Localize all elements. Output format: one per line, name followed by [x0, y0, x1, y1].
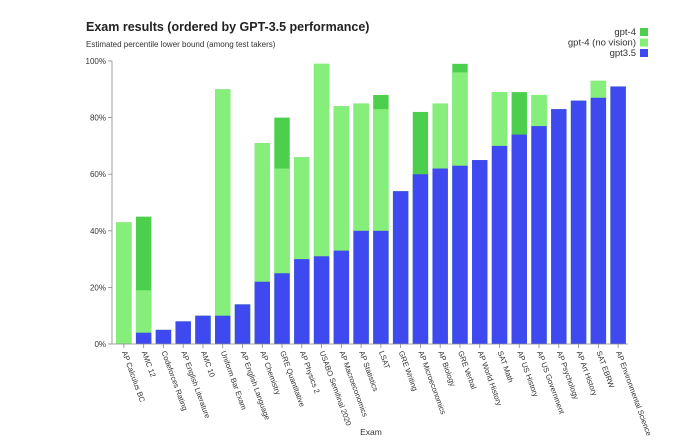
bar-gpt3-5-ap-statistics	[353, 230, 369, 344]
y-tick-label: 60%	[90, 170, 106, 179]
bar-group-ap-art-history	[570, 100, 587, 345]
legend-label-gpt3-5: gpt3.5	[610, 48, 636, 59]
bar-group-codeforces-rating	[155, 329, 172, 344]
bar-gpt3-5-ap-us-history	[511, 134, 527, 344]
bar-group-ap-biology	[432, 103, 448, 344]
legend-swatch-gpt3-5	[640, 49, 648, 57]
bar-gpt3-5-ap-art-history	[570, 100, 587, 345]
bar-group-ap-us-government	[531, 94, 547, 345]
bar-group-ap-calculus-bc	[116, 222, 132, 344]
bar-group-ap-psychology	[551, 109, 567, 344]
bar-group-usabo-semifinal-2020	[313, 63, 330, 345]
bar-gpt3-5-gre-verbal	[452, 165, 468, 344]
x-tick-label: LSAT	[377, 350, 392, 371]
bar-group-ap-environmental-science	[610, 86, 626, 344]
bar-group-sat-math	[491, 92, 508, 344]
x-tick-label: AP Environmental Science	[614, 350, 653, 437]
bar-group-gre-writing	[392, 191, 409, 344]
x-tick-label: SAT Math	[496, 350, 516, 384]
bar-group-ap-macroeconomics	[333, 106, 350, 344]
bar-gpt3-5-ap-environmental-science	[610, 86, 626, 344]
bar-group-lsat	[373, 94, 389, 345]
x-axis-title: Exam	[360, 427, 382, 437]
bar-gpt3-5-gre-quantitative	[274, 273, 290, 344]
bar-group-ap-us-history	[511, 92, 527, 344]
bar-gpt3-5-ap-chemistry	[254, 281, 270, 344]
bar-gpt3-5-ap-english-language	[234, 304, 251, 344]
bar-gpt3-5-usabo-semifinal-2020	[313, 256, 330, 344]
bar-gpt3-5-ap-physics-2	[294, 259, 310, 344]
bar-gpt3-5-lsat	[373, 230, 389, 344]
bar-group-sat-ebrw	[590, 80, 607, 344]
bar-group-ap-physics-2	[294, 157, 310, 344]
y-tick-label: 0%	[94, 340, 106, 349]
chart-subtitle: Estimated percentile lower bound (among …	[86, 40, 276, 49]
y-tick-label: 80%	[90, 114, 106, 123]
bar-gpt3-5-ap-microeconomics	[412, 174, 429, 344]
legend-label-gpt-4: gpt-4	[614, 27, 636, 38]
x-tick-label: SAT EBRW	[594, 350, 616, 390]
bar-gpt-4-no-vision-ap-calculus-bc	[116, 222, 132, 344]
bar-gpt3-5-codeforces-rating	[155, 329, 172, 344]
bar-gpt3-5-ap-english-literature	[175, 321, 191, 344]
bar-group-gre-quantitative	[274, 117, 290, 344]
bar-gpt-4-no-vision-uniform-bar-exam	[215, 89, 231, 344]
bar-gpt3-5-amc-12	[135, 332, 152, 344]
bar-gpt3-5-amc-10	[195, 315, 211, 344]
bars	[116, 63, 626, 345]
bar-group-uniform-bar-exam	[215, 89, 231, 344]
bar-gpt3-5-ap-us-government	[531, 126, 547, 344]
y-tick-label: 40%	[90, 227, 106, 236]
bar-group-amc-12	[135, 216, 152, 344]
bar-group-gre-verbal	[452, 63, 468, 345]
bar-group-ap-chemistry	[254, 143, 270, 344]
bar-gpt3-5-ap-macroeconomics	[333, 250, 350, 344]
legend-swatch-gpt-4	[640, 28, 648, 36]
bar-gpt3-5-ap-biology	[432, 168, 448, 344]
bar-group-ap-microeconomics	[412, 111, 429, 344]
bar-gpt3-5-ap-psychology	[551, 109, 567, 344]
x-tick-label: AP Statistics	[357, 350, 380, 393]
x-tick-label: AMC 10	[199, 350, 217, 379]
legend-label-gpt-4-no-vision: gpt-4 (no vision)	[568, 38, 636, 49]
x-tick-label: AMC 12	[140, 350, 158, 379]
bar-gpt3-5-uniform-bar-exam	[215, 315, 231, 344]
bar-group-ap-statistics	[353, 103, 369, 344]
x-tick-label: AP Biology	[436, 350, 457, 388]
y-tick-label: 20%	[90, 283, 106, 292]
x-tick-label: GRE Verbal	[456, 350, 478, 391]
bar-gpt3-5-ap-world-history	[472, 160, 488, 344]
x-tick-label: GRE Writing	[397, 350, 420, 393]
bar-group-amc-10	[195, 315, 211, 344]
y-tick-label: 100%	[86, 57, 106, 66]
legend-swatch-gpt-4-no-vision	[640, 38, 648, 47]
y-axis: 0% 20% 40% 60% 80% 100%	[86, 57, 113, 349]
bar-gpt3-5-sat-ebrw	[590, 97, 607, 344]
bar-gpt-4-no-vision-amc-12	[135, 290, 152, 344]
bar-group-ap-english-literature	[175, 321, 191, 344]
bar-group-ap-english-language	[234, 304, 251, 344]
bar-group-ap-world-history	[472, 160, 488, 344]
bar-gpt3-5-sat-math	[491, 145, 508, 344]
chart-title: Exam results (ordered by GPT-3.5 perform…	[86, 20, 370, 34]
bar-gpt3-5-gre-writing	[392, 191, 409, 344]
